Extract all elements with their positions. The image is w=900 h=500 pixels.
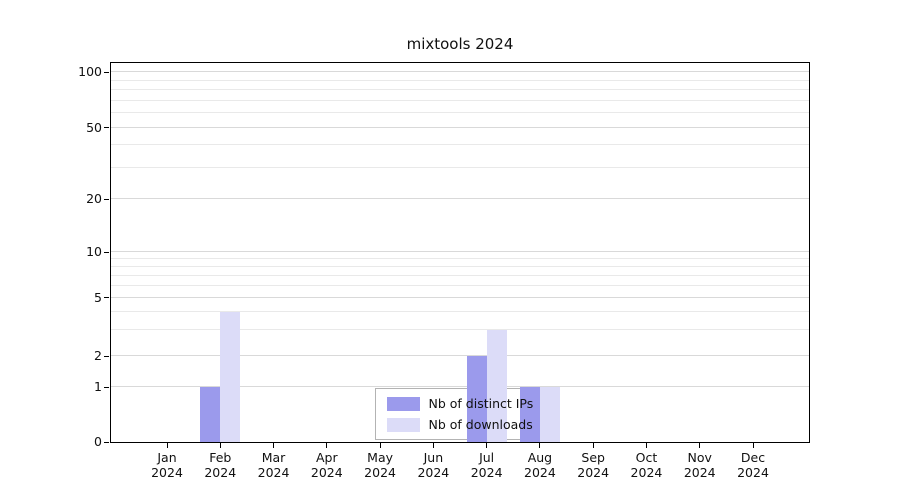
y-tick-mark-50 [104,127,109,129]
legend-swatch-downloads [386,417,420,432]
x-tick-label-month: Apr [316,450,338,465]
x-tick-mark-jul [486,443,488,448]
gridline-major-y-2 [111,355,809,357]
x-tick-label-year: 2024 [577,465,610,480]
x-tick-label-nov: Nov 2024 [670,450,730,480]
x-tick-label-jun: Jun 2024 [403,450,463,480]
x-tick-mark-sep [592,443,594,448]
x-tick-label-year: 2024 [417,465,450,480]
x-tick-label-year: 2024 [470,465,503,480]
x-tick-label-oct: Oct 2024 [616,450,676,480]
legend-swatch-distinct-ips [386,396,420,411]
x-tick-label-year: 2024 [364,465,396,480]
gridline-minor-y-40 [111,144,809,146]
gridline-minor-y-8 [111,265,809,267]
gridline-major-y-50 [111,126,809,128]
x-tick-label-month: Nov [687,450,712,465]
bar-distinct-ips-jul [466,356,487,442]
bar-downloads-jul [486,330,507,442]
gridline-minor-y-60 [111,112,809,114]
y-tick-mark-20 [104,198,109,200]
x-tick-label-year: 2024 [151,465,183,480]
y-tick-mark-1 [104,386,109,388]
gridline-minor-y-9 [111,258,809,260]
gridline-minor-y-6 [111,284,809,286]
y-tick-label-5: 5 [94,289,102,305]
gridline-major-y-1 [111,386,809,388]
x-tick-mark-jan [166,443,168,448]
y-tick-label-50: 50 [86,119,102,135]
y-tick-label-0: 0 [94,434,102,449]
x-tick-label-month: Dec [740,450,766,465]
x-tick-label-may: May 2024 [350,450,410,480]
y-tick-mark-100 [104,71,109,73]
gridline-minor-y-70 [111,99,809,101]
gridline-minor-y-90 [111,79,809,81]
x-tick-mark-may [379,443,381,448]
x-tick-mark-apr [326,443,328,448]
x-tick-label-apr: Apr 2024 [297,450,357,480]
x-tick-label-year: 2024 [630,465,663,480]
x-tick-mark-dec [752,443,754,448]
legend-label: Nb of distinct IPs [428,396,534,411]
bar-distinct-ips-aug [519,387,540,442]
gridline-major-y-10 [111,251,809,253]
legend-item: Nb of downloads [386,417,534,432]
bar-downloads-aug [539,387,560,442]
y-tick-mark-10 [104,251,109,253]
x-tick-label-month: Sep [581,450,605,465]
x-tick-label-month: Oct [635,450,658,465]
gridline-minor-y-3 [111,329,809,331]
x-tick-mark-aug [539,443,541,448]
x-tick-label-feb: Feb 2024 [190,450,250,480]
x-tick-label-year: 2024 [204,465,237,480]
x-tick-label-month: Jul [479,450,495,465]
x-tick-mark-jun [432,443,434,448]
chart-title: mixtools 2024 [406,35,514,53]
x-tick-label-jul: Jul 2024 [457,450,517,480]
x-tick-mark-oct [645,443,647,448]
x-tick-label-month: Feb [209,450,232,465]
y-tick-label-10: 10 [86,244,102,260]
x-tick-label-year: 2024 [737,465,769,480]
y-tick-mark-2 [104,355,109,357]
bar-downloads-feb [220,311,241,442]
x-tick-label-aug: Aug 2024 [510,450,570,480]
x-tick-label-sep: Sep 2024 [563,450,623,480]
y-tick-mark-5 [104,297,109,299]
x-tick-label-month: May [367,450,393,465]
x-tick-mark-feb [219,443,221,448]
gridline-major-y-100 [111,71,809,73]
y-tick-label-2: 2 [94,348,102,364]
x-tick-label-year: 2024 [310,465,343,480]
plot-area: Nb of distinct IPs Nb of downloads [110,62,810,443]
x-tick-label-dec: Dec 2024 [723,450,783,480]
x-tick-label-year: 2024 [524,465,556,480]
y-tick-label-1: 1 [94,379,102,395]
y-tick-label-20: 20 [86,191,102,207]
x-tick-label-mar: Mar 2024 [244,450,304,480]
legend-label: Nb of downloads [428,417,533,432]
x-tick-mark-mar [273,443,275,448]
gridline-minor-y-30 [111,166,809,168]
x-tick-label-year: 2024 [683,465,716,480]
x-tick-mark-nov [699,443,701,448]
x-tick-label-year: 2024 [257,465,290,480]
x-tick-label-month: Mar [261,450,286,465]
legend: Nb of distinct IPs Nb of downloads [374,388,546,440]
y-tick-mark-0 [104,441,109,443]
bar-distinct-ips-feb [200,387,221,442]
gridline-major-y-20 [111,198,809,200]
gridline-minor-y-7 [111,274,809,276]
gridline-minor-y-80 [111,89,809,91]
legend-item: Nb of distinct IPs [386,396,534,411]
gridline-minor-y-4 [111,310,809,312]
x-tick-label-month: Jun [423,450,444,465]
x-tick-label-jan: Jan 2024 [137,450,197,480]
y-tick-label-100: 100 [78,64,102,80]
x-tick-label-month: Aug [527,450,553,465]
gridline-major-y-5 [111,296,809,298]
x-tick-label-month: Jan [157,450,177,465]
